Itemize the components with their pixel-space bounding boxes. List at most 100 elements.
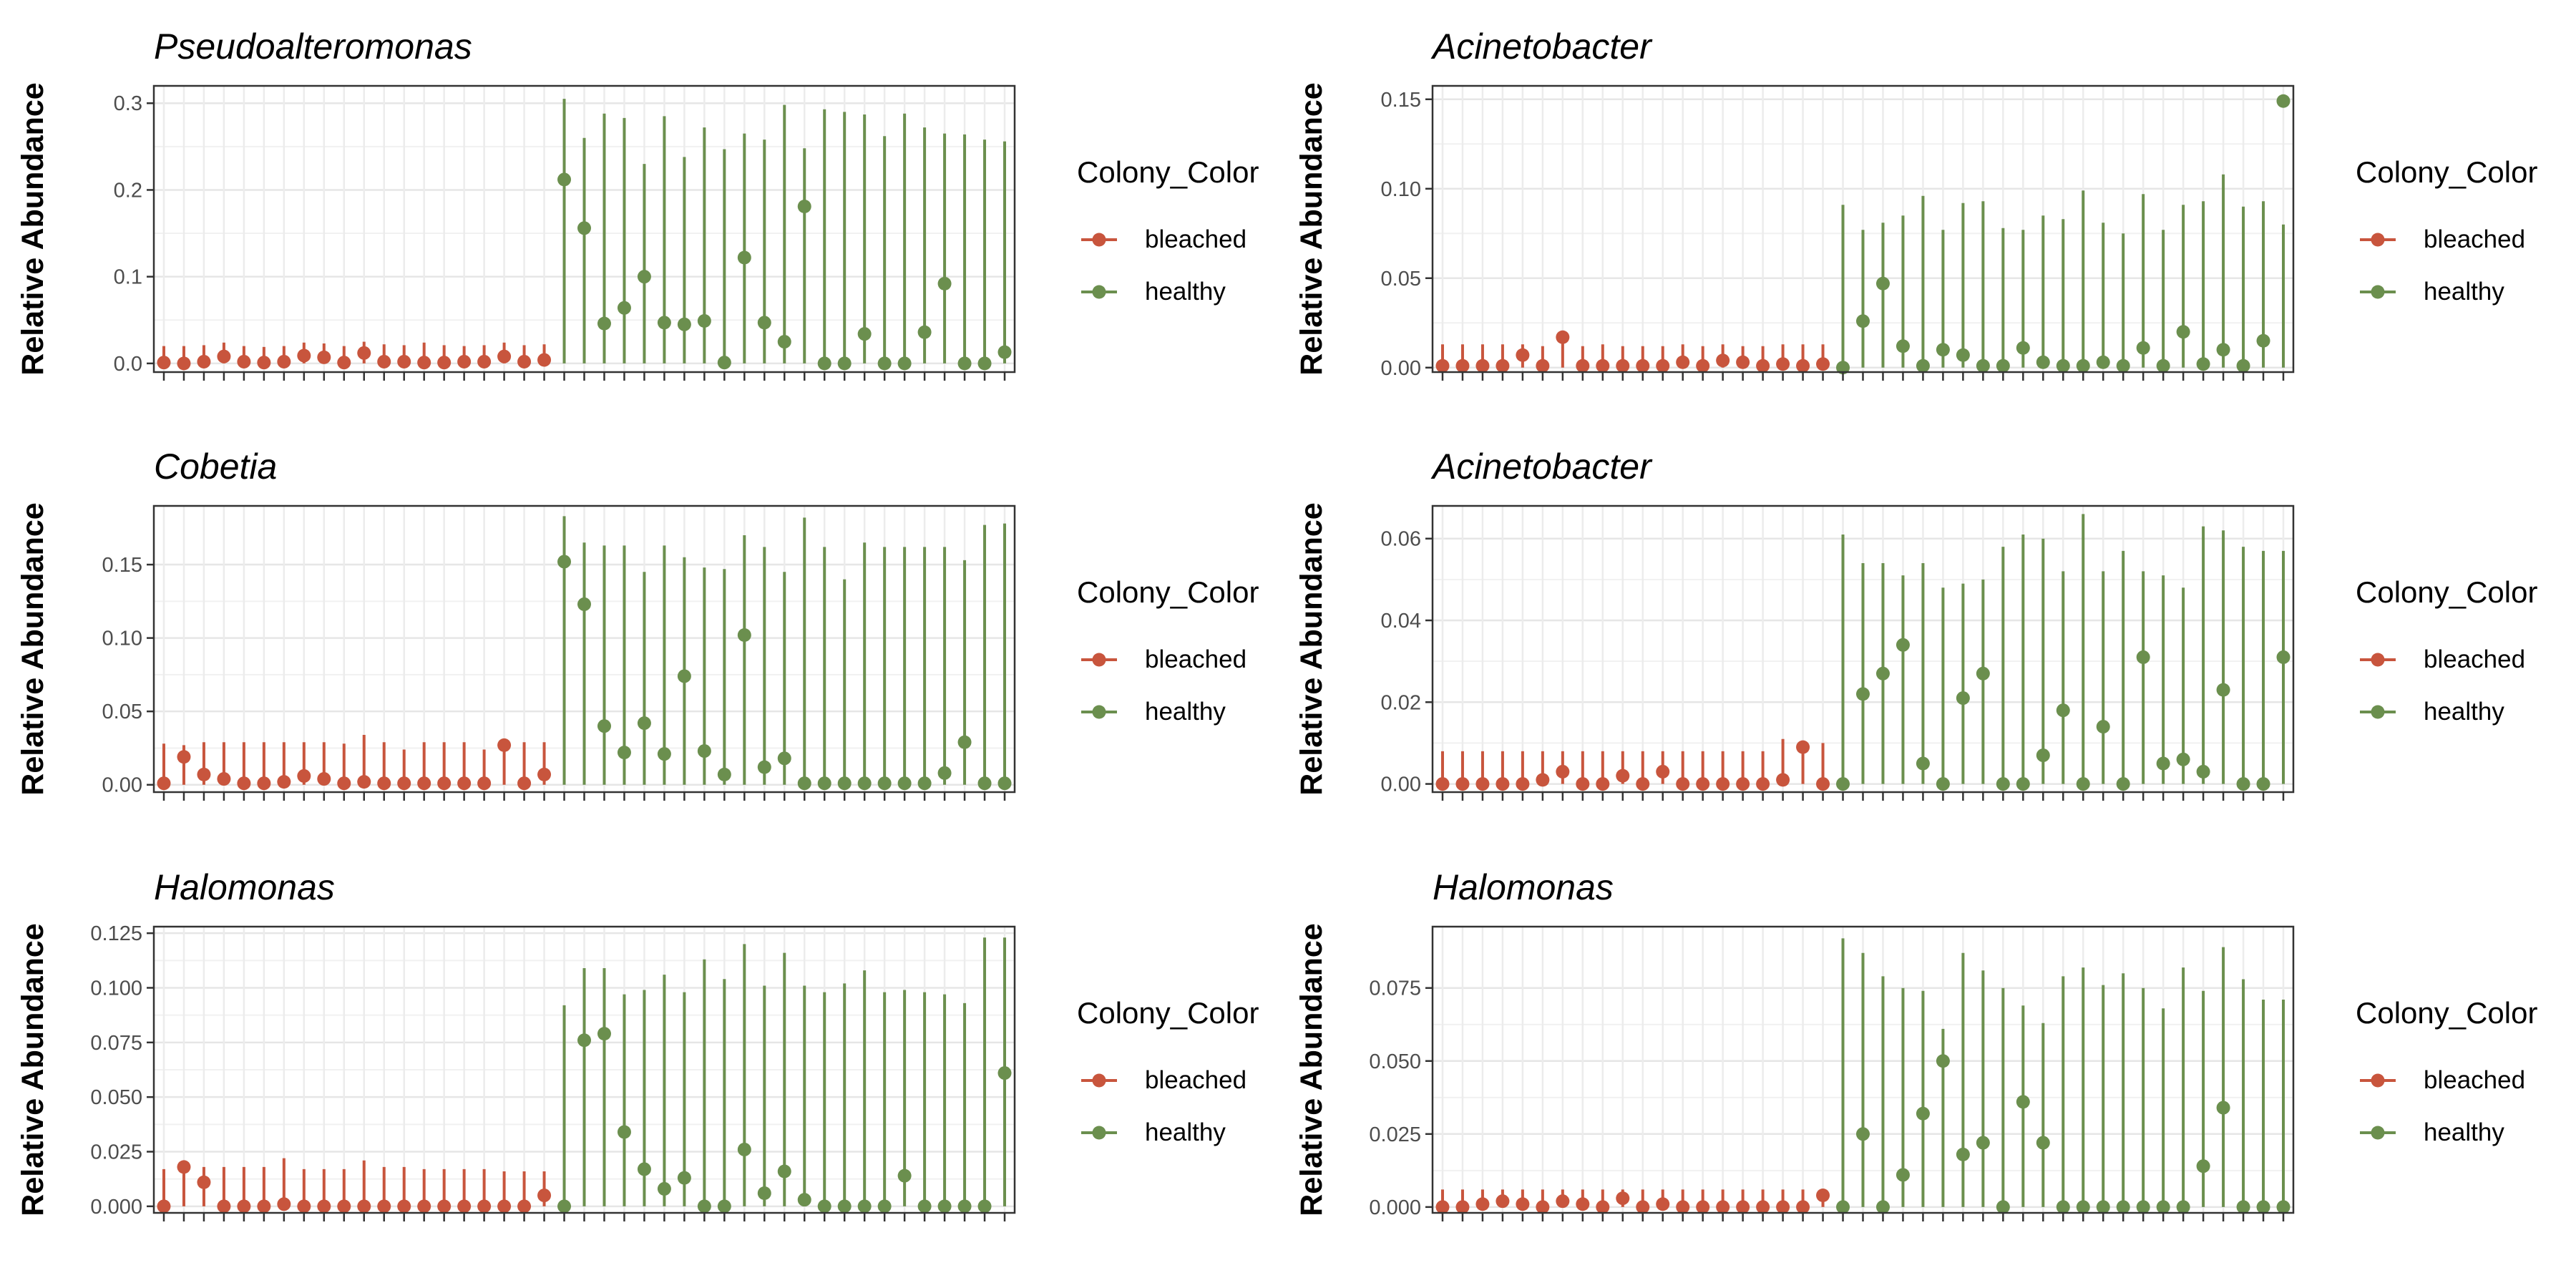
legend-key-point: [1092, 1126, 1106, 1140]
data-point: [1976, 1136, 1990, 1150]
data-point: [397, 1199, 411, 1214]
data-point: [2076, 1200, 2090, 1214]
data-point: [1475, 777, 1490, 791]
data-point: [877, 776, 892, 791]
legend-key-point: [2371, 233, 2385, 247]
data-point: [1836, 361, 1850, 375]
panel-4: 0.00 0.02 0.04 0.06 Acinetobacter Relative Ab…: [1294, 447, 2537, 801]
data-point: [257, 776, 271, 791]
data-point: [1756, 1200, 1770, 1214]
data-point: [697, 744, 711, 758]
data-point: [2216, 1101, 2230, 1115]
y-axis-label: Relative Abundance: [1294, 82, 1329, 375]
y-tick-label: 0.00: [1381, 774, 1421, 796]
data-point: [1856, 1127, 1870, 1141]
data-point: [1716, 353, 1730, 368]
legend-key-point: [2371, 285, 2385, 299]
data-point: [2196, 764, 2210, 779]
data-point: [1676, 355, 1690, 369]
data-point: [2156, 1200, 2170, 1214]
legend-label: healthy: [1145, 698, 1226, 726]
data-point: [197, 1175, 211, 1189]
legend-label: healthy: [2424, 1118, 2504, 1146]
data-point: [497, 738, 512, 752]
y-axis-label: Relative Abundance: [1294, 923, 1329, 1216]
data-point: [1896, 1168, 1910, 1182]
data-point: [317, 1199, 331, 1214]
data-point: [217, 349, 231, 364]
data-point: [1455, 1200, 1470, 1214]
data-point: [2136, 1200, 2150, 1214]
y-axis-label: Relative Abundance: [16, 502, 50, 795]
y-tick-label: 0.02: [1381, 691, 1421, 714]
data-point: [1956, 691, 1970, 706]
legend-label: healthy: [2424, 698, 2504, 726]
data-point: [417, 1199, 431, 1214]
data-point: [1576, 358, 1590, 373]
y-axis-label: Relative Abundance: [16, 82, 50, 375]
y-tick-label: 0.15: [102, 554, 142, 577]
data-point: [177, 356, 191, 371]
data-point: [2256, 777, 2270, 791]
data-point: [497, 349, 512, 364]
data-point: [337, 356, 351, 370]
data-point: [617, 746, 631, 760]
data-point: [1516, 1197, 1530, 1211]
data-point: [2216, 343, 2230, 357]
data-point: [1776, 773, 1790, 787]
legend-key-point: [1092, 1073, 1106, 1088]
data-point: [1956, 348, 1970, 362]
data-point: [817, 776, 831, 791]
y-tick-label: 0.000: [90, 1196, 142, 1219]
data-point: [1636, 777, 1650, 791]
panel-title: Halomonas: [154, 867, 335, 907]
data-point: [1435, 358, 1450, 373]
legend-label: bleached: [1145, 645, 1246, 673]
panel-title: Acinetobacter: [1430, 447, 1653, 487]
data-point: [177, 1160, 191, 1174]
data-point: [857, 1199, 872, 1214]
data-point: [457, 354, 472, 369]
y-tick-label: 0.15: [1381, 89, 1421, 112]
data-point: [1556, 1194, 1570, 1209]
data-point: [957, 1199, 972, 1214]
data-point: [1716, 1200, 1730, 1214]
data-point: [1696, 358, 1710, 373]
data-point: [477, 776, 492, 791]
data-point: [677, 317, 691, 331]
data-point: [357, 1199, 371, 1214]
data-point: [2196, 1159, 2210, 1174]
data-point: [937, 276, 952, 291]
data-point: [1816, 777, 1830, 791]
data-point: [1556, 764, 1570, 779]
legend-key-point: [2371, 1073, 2385, 1088]
data-point: [737, 250, 751, 265]
data-point: [2176, 325, 2190, 339]
y-tick-label: 0.3: [114, 92, 142, 115]
data-point: [297, 769, 311, 783]
data-point: [617, 1125, 631, 1139]
data-point: [237, 1199, 251, 1214]
data-point: [377, 354, 391, 369]
data-point: [1736, 355, 1750, 369]
data-point: [777, 335, 791, 349]
data-point: [1656, 358, 1670, 373]
data-point: [1996, 1200, 2010, 1214]
y-tick-label: 0.075: [90, 1032, 142, 1055]
data-point: [817, 1199, 831, 1214]
data-point: [377, 1199, 391, 1214]
data-point: [1496, 1194, 1510, 1209]
data-point: [897, 1169, 912, 1183]
data-point: [977, 776, 992, 791]
legend-key-point: [1092, 653, 1106, 667]
data-point: [2116, 777, 2130, 791]
data-point: [597, 316, 611, 331]
data-point: [1516, 777, 1530, 791]
data-point: [2036, 355, 2050, 369]
data-point: [577, 597, 591, 611]
data-point: [1556, 330, 1570, 344]
data-point: [417, 776, 431, 791]
panel-title: Pseudoalteromonas: [154, 26, 472, 67]
data-point: [277, 354, 291, 369]
data-point: [737, 1142, 751, 1156]
